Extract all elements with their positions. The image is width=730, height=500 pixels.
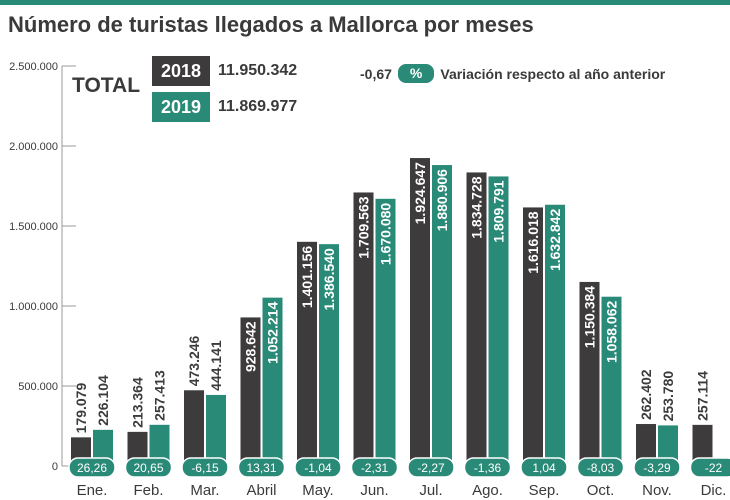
x-tick-label: Sep. bbox=[529, 482, 560, 499]
value-label-2018: 1.401.156 bbox=[299, 246, 315, 308]
variation-badge bbox=[124, 457, 173, 478]
bar-2018 bbox=[579, 281, 600, 466]
x-tick-label: May. bbox=[302, 482, 333, 499]
y-tick-label: 0 bbox=[52, 461, 58, 473]
bar-2019 bbox=[149, 424, 170, 466]
y-tick-label: 2.000.000 bbox=[9, 141, 58, 153]
value-label-2019: 1.386.540 bbox=[321, 248, 337, 310]
variation-label: -2,27 bbox=[417, 461, 445, 475]
x-tick-label: Jun. bbox=[360, 482, 388, 499]
variation-badge bbox=[237, 457, 286, 478]
value-label-2018: 179.079 bbox=[73, 383, 89, 434]
value-label-2019: 1.058.062 bbox=[604, 301, 620, 363]
variation-label: -1,04 bbox=[304, 461, 332, 475]
variation-label: -22 bbox=[705, 461, 723, 475]
value-label-2019: 226.104 bbox=[95, 375, 111, 426]
bar-2018 bbox=[240, 317, 261, 466]
x-tick-label: Jul. bbox=[419, 482, 442, 499]
bar-2019 bbox=[658, 425, 678, 466]
value-label-2018: 928.642 bbox=[243, 321, 259, 372]
value-label-2018: 1.709.563 bbox=[356, 196, 372, 258]
value-label-2019: 253.780 bbox=[660, 371, 676, 422]
x-tick-label: Nov. bbox=[642, 482, 672, 499]
variation-badge bbox=[407, 457, 455, 478]
variation-badge bbox=[576, 457, 625, 478]
bar-2019 bbox=[432, 165, 452, 466]
bar-2018 bbox=[353, 192, 374, 467]
variation-badge bbox=[294, 457, 342, 478]
legend-2019-total: 11.869.977 bbox=[218, 98, 298, 115]
bar-2019 bbox=[601, 296, 622, 466]
value-label-2018: 1.616.018 bbox=[525, 211, 541, 273]
value-label-2018: 1.924.647 bbox=[412, 162, 428, 224]
bar-2019 bbox=[319, 244, 339, 466]
variation-label: 1,04 bbox=[532, 461, 556, 475]
variation-badge bbox=[633, 457, 681, 478]
x-tick-label: Mar. bbox=[190, 482, 219, 499]
variation-label: -1,36 bbox=[474, 461, 502, 475]
top-accent-bar bbox=[0, 0, 730, 5]
bar-2019 bbox=[545, 204, 565, 466]
bar-2019 bbox=[206, 394, 226, 466]
value-label-2018: 1.150.384 bbox=[582, 286, 598, 348]
y-tick-label: 1.500.000 bbox=[9, 221, 58, 233]
variation-legend: -0,67 % Variación respecto al año anteri… bbox=[360, 64, 665, 83]
x-tick-label: Abril bbox=[246, 482, 276, 499]
value-label-2018: 1.834.728 bbox=[469, 176, 485, 238]
bar-2019 bbox=[488, 176, 509, 466]
variation-label: -8,03 bbox=[587, 461, 615, 475]
percent-badge: % bbox=[397, 64, 435, 83]
x-tick-label: Ene. bbox=[77, 482, 108, 499]
chart-title: Número de turistas llegados a Mallorca p… bbox=[8, 12, 534, 37]
y-tick-label: 2.500.000 bbox=[9, 61, 58, 73]
bar-2018 bbox=[184, 390, 204, 466]
bar-2018 bbox=[692, 424, 713, 466]
value-label-2018: 213.364 bbox=[130, 377, 146, 428]
variation-badge bbox=[689, 457, 730, 478]
variation-label: -6,15 bbox=[191, 461, 219, 475]
variation-badge bbox=[520, 457, 568, 478]
total-label: TOTAL bbox=[72, 74, 141, 97]
variation-label: 20,65 bbox=[133, 461, 163, 475]
x-tick-label: Oct. bbox=[587, 482, 615, 499]
x-tick-label: Dic. bbox=[701, 482, 727, 499]
variation-badge bbox=[68, 457, 116, 478]
y-tick-label: 500.000 bbox=[18, 381, 58, 393]
variation-label: 26,26 bbox=[77, 461, 107, 475]
y-tick-label: 1.000.000 bbox=[9, 301, 58, 313]
variation-label: -2,31 bbox=[361, 461, 389, 475]
value-label-2018: 257.114 bbox=[695, 371, 711, 421]
legend-2018-total: 11.950.342 bbox=[218, 62, 298, 79]
variation-badge bbox=[181, 457, 229, 478]
variation-label: -3,29 bbox=[643, 461, 671, 475]
variation-text: Variación respecto al año anterior bbox=[440, 65, 666, 82]
variation-label: 13,31 bbox=[246, 461, 276, 475]
variation-badge bbox=[350, 457, 399, 478]
value-label-2018: 262.402 bbox=[638, 369, 654, 420]
value-label-2019: 1.632.842 bbox=[547, 209, 563, 271]
bar-2018 bbox=[636, 424, 656, 466]
bar-2018 bbox=[523, 207, 543, 466]
legend-2018-badge: 2018 bbox=[152, 56, 210, 86]
bar-2019 bbox=[93, 429, 113, 466]
x-tick-label: Feb. bbox=[133, 482, 163, 499]
value-label-2019: 444.141 bbox=[208, 340, 224, 391]
bar-2018 bbox=[410, 158, 430, 467]
x-tick-label: Ago. bbox=[472, 482, 503, 499]
bar-2018 bbox=[297, 241, 317, 466]
value-label-2019: 1.670.080 bbox=[378, 203, 394, 265]
bar-2019 bbox=[262, 297, 283, 466]
value-label-2019: 1.880.906 bbox=[434, 169, 450, 231]
value-label-2019: 1.809.791 bbox=[491, 180, 507, 242]
variation-badge bbox=[463, 457, 512, 478]
bar-2018 bbox=[466, 172, 487, 466]
value-label-2019: 257.413 bbox=[152, 370, 168, 421]
value-label-2018: 473.246 bbox=[186, 335, 202, 386]
legend-2019-badge: 2019 bbox=[152, 92, 210, 122]
value-label-2019: 1.052.214 bbox=[265, 301, 281, 363]
variation-total: -0,67 bbox=[360, 65, 392, 82]
bar-2019 bbox=[375, 198, 396, 466]
